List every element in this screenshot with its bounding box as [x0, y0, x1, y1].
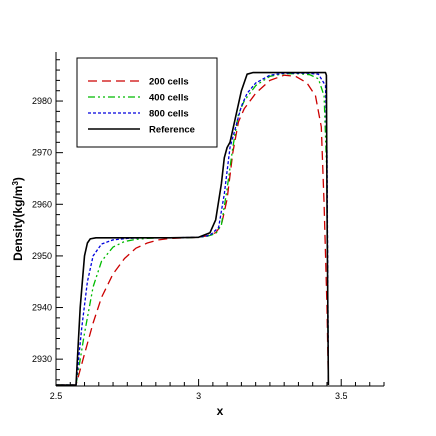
- legend: 200 cells 400 cells 800 cells Reference: [76, 57, 218, 148]
- legend-box: [76, 57, 218, 148]
- y-axis-title-close: ): [11, 177, 25, 181]
- y-tick-label: 2980: [32, 96, 52, 106]
- legend-label: 200 cells: [149, 77, 189, 88]
- y-axis-title-main: Density(kg/m: [11, 186, 25, 261]
- x-axis-title: x: [217, 404, 224, 418]
- y-tick-label: 2940: [32, 303, 52, 313]
- legend-label: 400 cells: [149, 93, 189, 104]
- tick-marks: 2.5 3 3.5 2930 2940 2950 2960 2970 2980: [32, 59, 385, 401]
- y-tick-label: 2960: [32, 199, 52, 209]
- legend-label: Reference: [149, 125, 195, 136]
- series-layer: [56, 71, 330, 386]
- x-tick-label: 3.5: [335, 391, 348, 401]
- series-line-reference: [56, 71, 330, 386]
- legend-label: 800 cells: [149, 109, 189, 120]
- x-tick-label: 2.5: [50, 391, 63, 401]
- y-tick-label: 2950: [32, 251, 52, 261]
- x-tick-label: 3: [196, 391, 201, 401]
- y-axis-title: Density(kg/m3): [11, 177, 25, 261]
- y-axis-title-sup: 3: [11, 181, 20, 186]
- series-line-400-cells: [56, 73, 330, 386]
- y-tick-label: 2930: [32, 354, 52, 364]
- axes: [55, 52, 384, 387]
- y-tick-label: 2970: [32, 148, 52, 158]
